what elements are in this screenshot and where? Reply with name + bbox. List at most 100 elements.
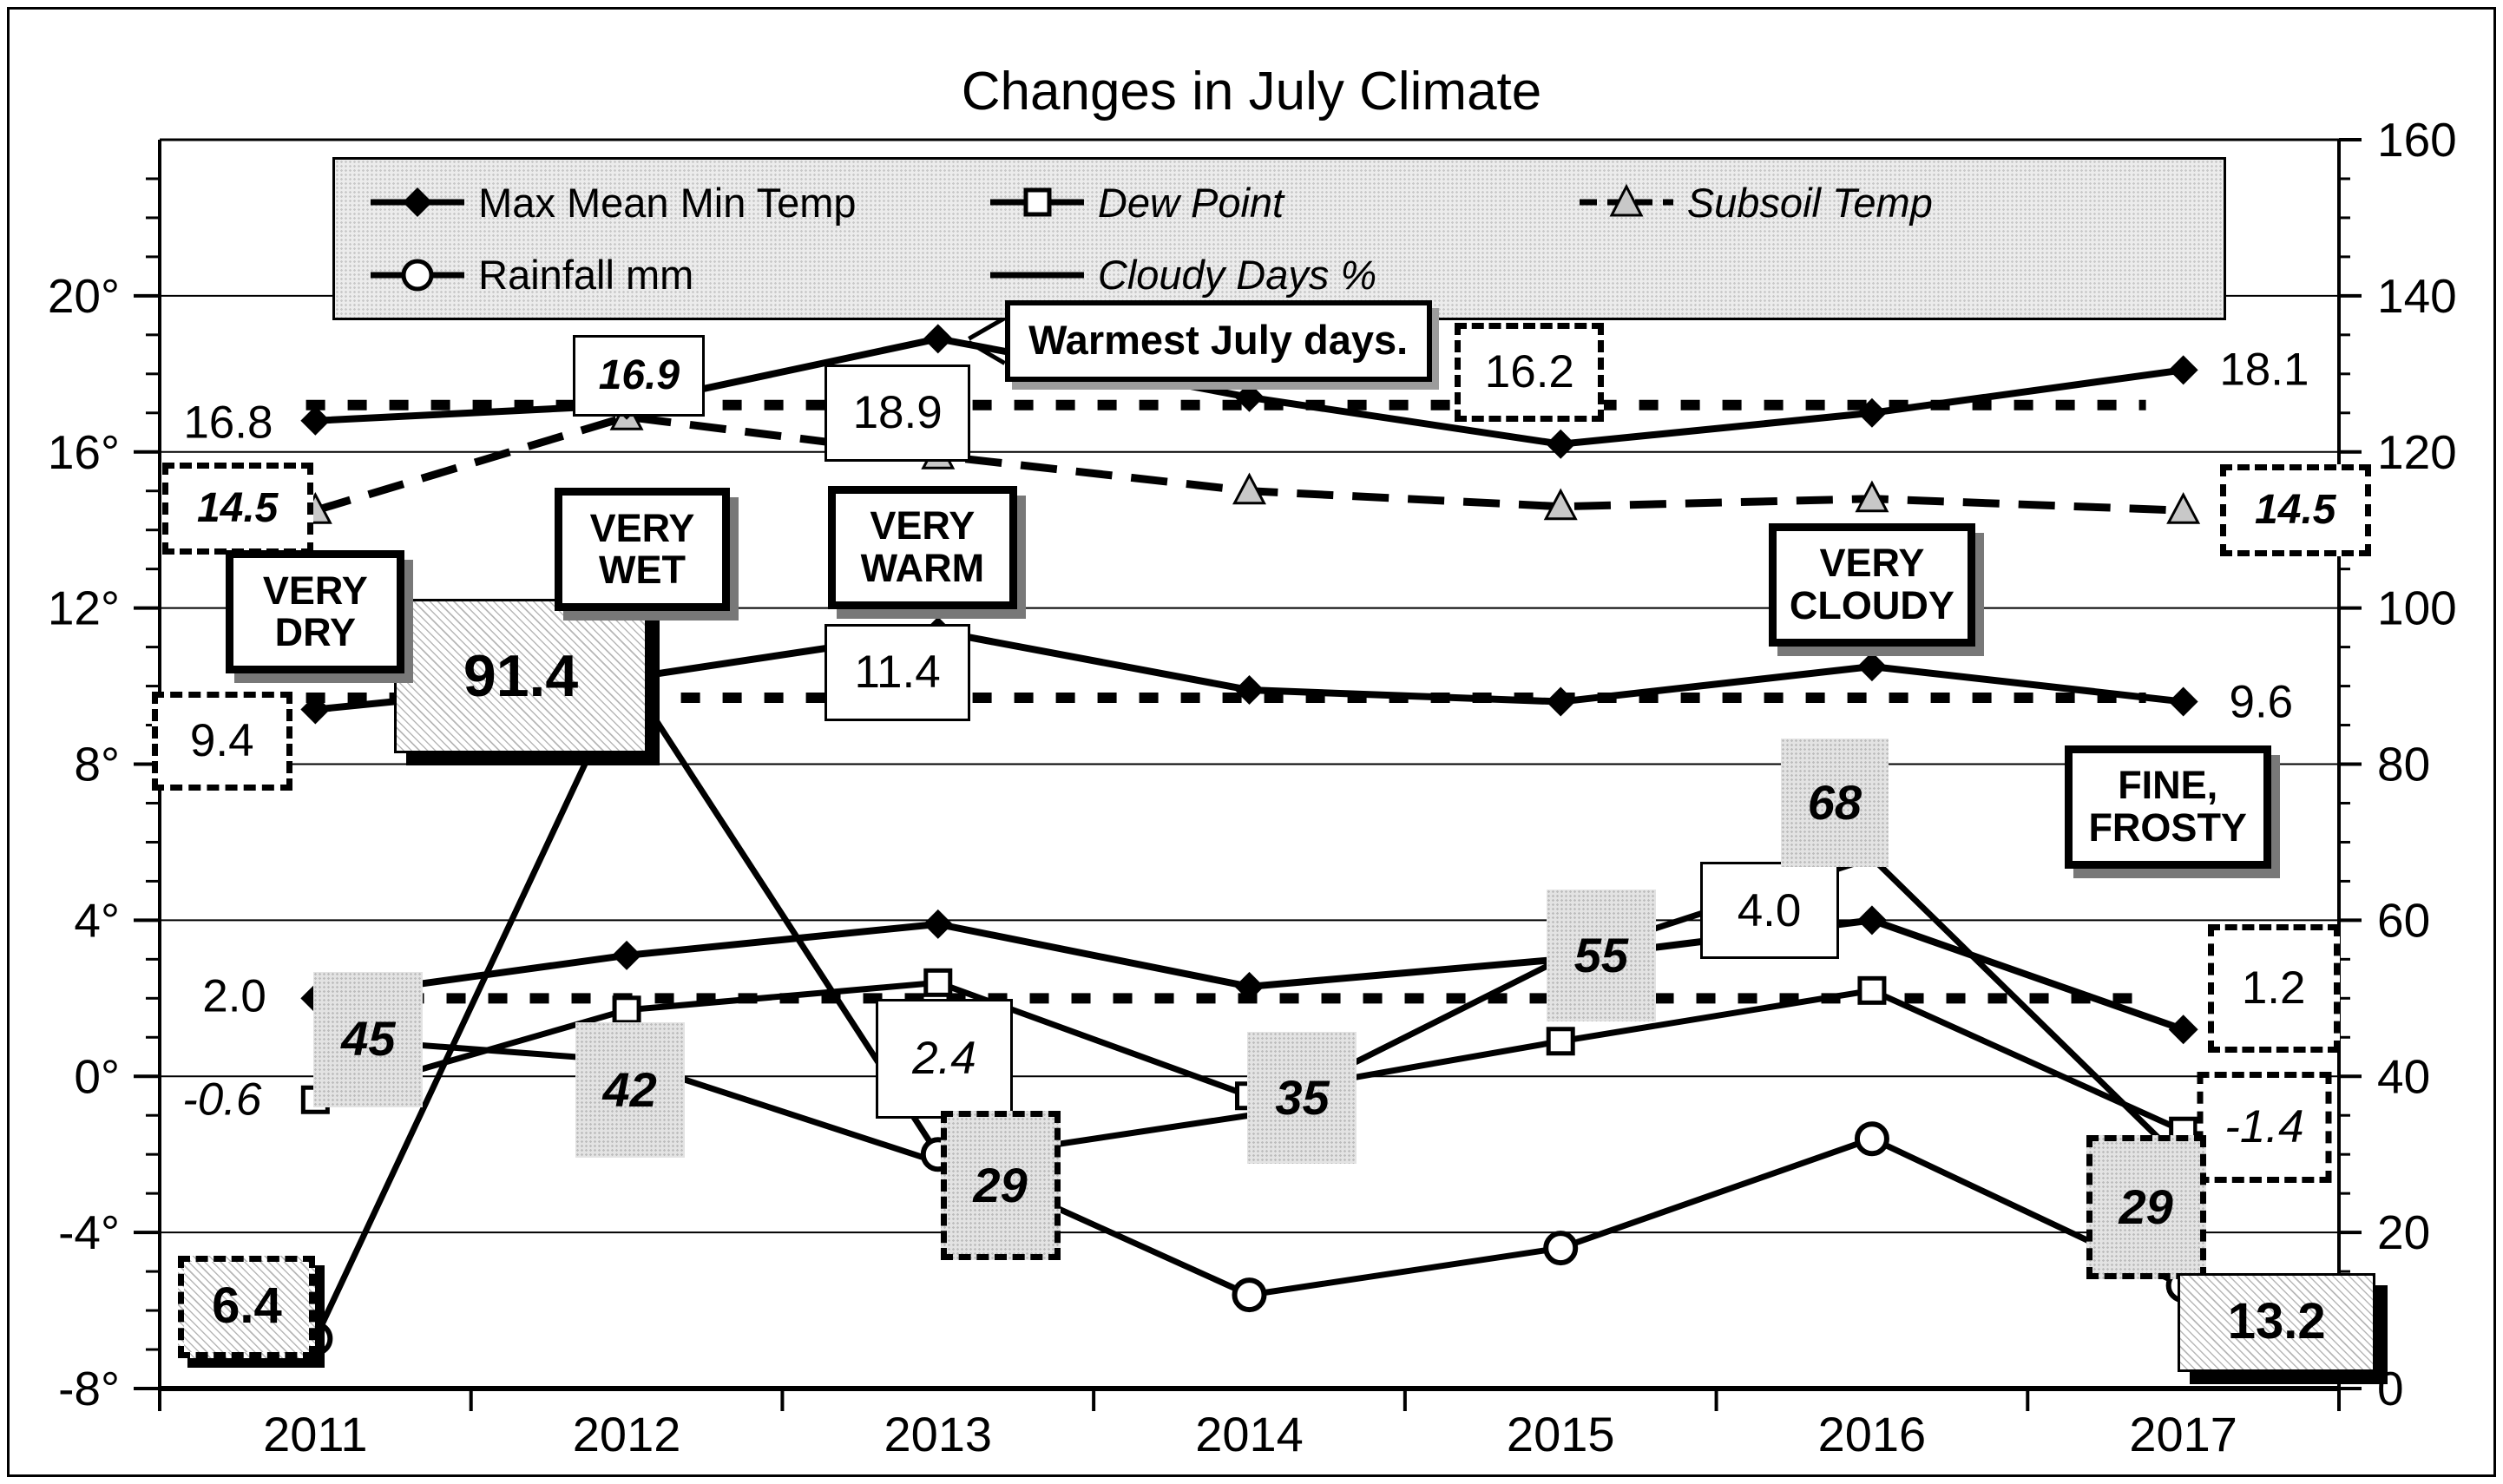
legend-item-max-mean-min-temp: Max Mean Min Temp <box>369 176 857 228</box>
annotation-16.9: 16.9 <box>573 335 706 417</box>
line-swatch-icon <box>989 249 1086 301</box>
y-axis-label-right: 20 <box>2377 1205 2430 1259</box>
triangle-marker-icon <box>1578 176 1675 228</box>
y-axis-label-left: 4° <box>74 893 120 947</box>
y-axis-label-left: -8° <box>58 1362 120 1415</box>
y-axis-label-left: 12° <box>48 581 120 635</box>
x-axis-label: 2015 <box>1507 1407 1615 1461</box>
marker-triangle-subsoil-temp <box>1232 472 1266 505</box>
annotation-13.2: 13.2 <box>2178 1272 2376 1372</box>
legend-label: Subsoil Temp <box>1686 179 1933 226</box>
marker-square-dew-point <box>1546 1027 1575 1056</box>
marker-triangle-subsoil-temp <box>1855 480 1889 513</box>
marker-square-dew-point <box>612 995 641 1025</box>
marker-diamond-min-temp <box>1856 905 1887 936</box>
callout-line <box>968 340 1006 365</box>
annotation-16.2: 16.2 <box>1455 322 1605 422</box>
marker-triangle-subsoil-temp <box>1543 488 1578 521</box>
legend: Max Mean Min Temp Dew Point Subsoil Temp Ra… <box>332 157 2226 320</box>
annotation-very-cloudy: VERY CLOUDY <box>1768 522 1975 647</box>
legend-item-cloudy-days-: Cloudy Days % <box>989 249 1376 301</box>
marker-square-dew-point <box>1857 975 1887 1005</box>
marker-circle-rainfall-mm <box>1854 1121 1889 1157</box>
y-axis-label-right: 60 <box>2377 893 2430 947</box>
annotation-9.6: 9.6 <box>2229 675 2294 727</box>
square-marker-icon <box>989 176 1086 228</box>
marker-diamond-max-temp <box>300 405 331 436</box>
marker-diamond-min-temp <box>923 909 953 939</box>
y-axis-label-left: 0° <box>74 1049 120 1103</box>
figure-border <box>7 7 2496 1477</box>
x-axis-label: 2016 <box>1818 1407 1927 1461</box>
marker-diamond-mean-temp <box>1856 652 1887 682</box>
marker-square-dew-point <box>923 968 953 997</box>
x-axis-label: 2014 <box>1195 1407 1304 1461</box>
marker-diamond-min-temp <box>612 940 642 970</box>
marker-triangle-subsoil-temp <box>2166 492 2201 524</box>
marker-diamond-mean-temp <box>2168 686 2198 717</box>
y-axis-label-right: 40 <box>2377 1049 2430 1103</box>
y-axis-label-right: 0 <box>2377 1362 2404 1415</box>
y-axis-label-left: -4° <box>58 1205 120 1259</box>
annotation-6.4: 6.4 <box>178 1255 316 1358</box>
circle-marker-icon <box>369 249 466 301</box>
annotation-18.9: 18.9 <box>824 364 971 462</box>
marker-diamond-max-temp <box>2168 355 2198 385</box>
annotation-18.1: 18.1 <box>2219 344 2309 396</box>
diamond-marker-icon <box>369 176 466 228</box>
y-axis-label-right: 120 <box>2377 425 2457 479</box>
chart-title: Changes in July Climate <box>961 61 1542 121</box>
y-axis-label-left: 8° <box>74 738 120 791</box>
annotation--1.4: -1.4 <box>2197 1071 2332 1183</box>
y-axis-label-right: 160 <box>2377 113 2457 167</box>
marker-diamond-min-temp <box>2168 1015 2198 1045</box>
marker-circle-rainfall-mm <box>1232 1277 1267 1313</box>
annotation-29: 29 <box>2086 1134 2206 1279</box>
callout-line <box>968 316 1006 341</box>
legend-item-dew-point: Dew Point <box>989 176 1284 228</box>
legend-item-rainfall-mm: Rainfall mm <box>369 249 693 301</box>
annotation-16.8: 16.8 <box>183 397 273 449</box>
annotation-14.5: 14.5 <box>161 462 313 555</box>
y-axis-label-right: 140 <box>2377 269 2457 323</box>
annotation-warmest-july-days.: Warmest July days. <box>1004 299 1432 382</box>
annotation-68: 68 <box>1780 739 1889 868</box>
marker-diamond-max-temp <box>923 324 953 354</box>
y-axis-label-right: 80 <box>2377 738 2430 791</box>
annotation-4.0: 4.0 <box>1699 862 1839 960</box>
legend-label: Rainfall mm <box>478 252 694 299</box>
annotation-55: 55 <box>1546 889 1656 1021</box>
x-axis-label: 2012 <box>573 1407 681 1461</box>
annotation-11.4: 11.4 <box>824 623 971 721</box>
marker-diamond-min-temp <box>1234 971 1265 1001</box>
x-axis-label: 2013 <box>884 1407 992 1461</box>
annotation-very-dry: VERY DRY <box>226 550 405 674</box>
annotation-fine-frosty: FINE, FROSTY <box>2064 745 2271 869</box>
y-axis-label-left: 16° <box>48 425 120 479</box>
marker-diamond-mean-temp <box>300 694 331 725</box>
annotation-very-warm: VERY WARM <box>827 485 1017 609</box>
annotation-35: 35 <box>1247 1031 1357 1164</box>
legend-item-subsoil-temp: Subsoil Temp <box>1578 176 1933 228</box>
annotation-1.2: 1.2 <box>2207 924 2340 1054</box>
y-axis-label-left: 20° <box>48 269 120 323</box>
annotation-42: 42 <box>575 1021 685 1158</box>
annotation-91.4: 91.4 <box>394 599 648 754</box>
annotation-2.4: 2.4 <box>875 999 1013 1119</box>
marker-diamond-max-temp <box>1234 382 1265 412</box>
marker-diamond-max-temp <box>1856 397 1887 428</box>
annotation-9.4: 9.4 <box>151 691 292 791</box>
marker-diamond-mean-temp <box>1234 675 1265 706</box>
marker-diamond-max-temp <box>1546 429 1576 459</box>
legend-label: Dew Point <box>1097 179 1284 226</box>
legend-label: Cloudy Days % <box>1097 252 1377 299</box>
y-axis-label-right: 100 <box>2377 581 2457 635</box>
annotation-very-wet: VERY WET <box>555 488 730 612</box>
annotation-2.0: 2.0 <box>202 970 266 1022</box>
legend-label: Max Mean Min Temp <box>478 179 857 226</box>
annotation--0.6: -0.6 <box>182 1074 262 1126</box>
annotation-45: 45 <box>313 971 424 1107</box>
annotation-29: 29 <box>940 1111 1061 1261</box>
marker-diamond-mean-temp <box>1546 686 1576 717</box>
